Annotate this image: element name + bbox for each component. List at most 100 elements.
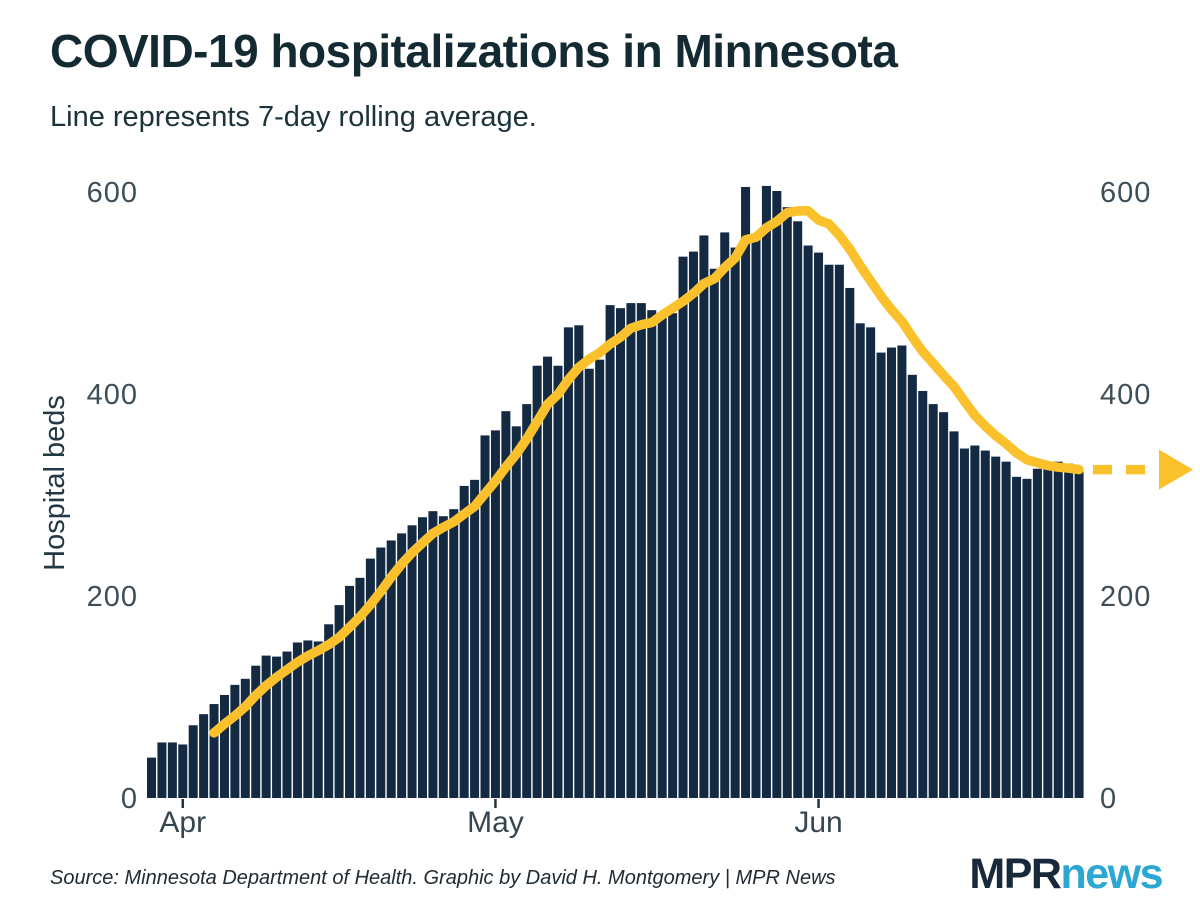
bar: [178, 744, 188, 798]
bar: [261, 655, 271, 798]
bar: [355, 577, 365, 798]
bar: [167, 742, 177, 798]
bar: [668, 313, 678, 798]
bar: [480, 435, 490, 798]
bar: [490, 430, 500, 798]
bar: [543, 356, 553, 798]
bar: [980, 450, 990, 798]
bar: [928, 404, 938, 798]
bar: [751, 237, 761, 798]
footer: Source: Minnesota Department of Health. …: [50, 848, 1163, 900]
bar: [814, 252, 824, 799]
bar: [501, 411, 511, 798]
rolling-average-line: [209, 206, 1084, 738]
bar: [803, 245, 813, 798]
bar: [407, 525, 417, 798]
bar: [511, 426, 521, 798]
y-axis-title: Hospital beds: [39, 395, 71, 571]
bar: [313, 641, 323, 798]
y-tick-label-right: 0: [1100, 783, 1117, 815]
bar: [251, 665, 261, 798]
y-tick-label-right: 600: [1100, 177, 1151, 209]
bar: [678, 256, 688, 798]
source-credit: Source: Minnesota Department of Health. …: [50, 866, 836, 889]
bar: [636, 303, 646, 798]
x-tick-label: Apr: [159, 806, 206, 839]
bar: [230, 684, 240, 798]
bar: [834, 264, 844, 799]
bar: [345, 585, 355, 798]
bar: [438, 516, 448, 798]
bar: [991, 456, 1001, 798]
bar: [918, 390, 928, 798]
bar: [876, 352, 886, 798]
bar: [939, 412, 949, 798]
bar: [730, 247, 740, 799]
bar: [782, 207, 792, 798]
bar: [282, 651, 292, 798]
bar: [688, 251, 698, 799]
bar: [1053, 461, 1063, 798]
bar: [365, 558, 375, 798]
bar: [147, 757, 157, 798]
bar: [709, 268, 719, 798]
bar: [428, 511, 438, 798]
bar: [386, 540, 396, 798]
bar: [855, 323, 865, 798]
bar: [553, 365, 563, 798]
bar: [845, 287, 855, 798]
bar: [584, 368, 594, 798]
bar: [522, 404, 532, 798]
chart-subtitle: Line represents 7-day rolling average.: [50, 101, 537, 133]
bar: [793, 221, 803, 799]
daily-bars-group: [147, 185, 1084, 799]
bar: [532, 365, 542, 798]
bar: [449, 509, 459, 798]
bar: [272, 656, 282, 798]
bar: [397, 533, 407, 798]
bar: [376, 547, 386, 798]
bar: [949, 431, 959, 798]
bar: [188, 725, 198, 798]
mpr-news-logo: MPR news: [969, 849, 1163, 898]
page-title: COVID-19 hospitalizations in Minnesota: [50, 25, 898, 77]
y-tick-label-right: 400: [1100, 379, 1151, 411]
y-tick-label-left: 200: [87, 581, 138, 613]
bar: [720, 232, 730, 798]
bar: [240, 678, 250, 798]
logo-news-text: news: [1060, 849, 1163, 898]
bar: [324, 624, 334, 798]
bar: [459, 485, 469, 798]
bar: [772, 190, 782, 799]
bar: [959, 448, 969, 798]
bar: [907, 374, 917, 798]
bar: [1001, 461, 1011, 798]
bar: [1064, 463, 1074, 798]
bar: [616, 308, 626, 798]
bar: [1074, 471, 1084, 798]
bar: [824, 264, 834, 799]
y-tick-label-left: 600: [87, 177, 138, 209]
bar: [1032, 468, 1042, 798]
axes-group: 0 0 200 200 400 400 600 600 Apr May Jun: [87, 177, 1151, 839]
bar: [292, 642, 302, 798]
bar: [647, 310, 657, 798]
trend-arrow-head: [1159, 449, 1193, 490]
bar: [219, 694, 229, 798]
logo-mpr-text: MPR: [969, 849, 1062, 898]
bar: [657, 315, 667, 798]
bar: [605, 305, 615, 798]
bar: [970, 445, 980, 798]
bar: [157, 742, 167, 798]
bar: [417, 517, 427, 798]
bar: [334, 605, 344, 798]
bar: [866, 327, 876, 798]
bar: [886, 347, 896, 798]
bar: [1022, 478, 1032, 798]
bar: [574, 325, 584, 798]
y-tick-label-left: 400: [87, 379, 138, 411]
bar: [209, 704, 219, 798]
bar: [1012, 476, 1022, 798]
